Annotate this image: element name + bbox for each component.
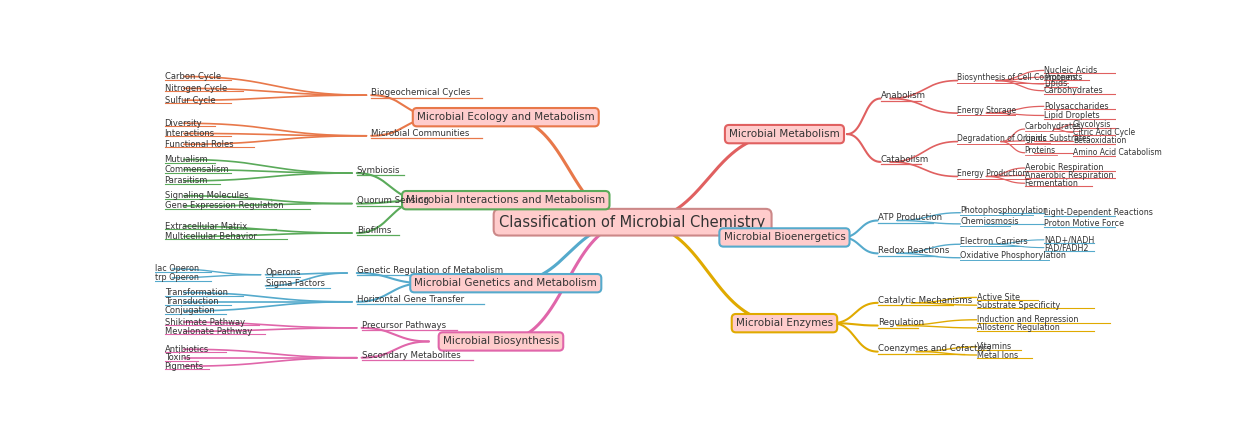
Text: Pigments: Pigments <box>165 362 203 370</box>
Text: Aerobic Respiration: Aerobic Respiration <box>1024 164 1104 172</box>
Text: Genetic Regulation of Metabolism: Genetic Regulation of Metabolism <box>357 266 503 275</box>
Text: Polysaccharides: Polysaccharides <box>1044 102 1109 111</box>
Text: Amino Acid Catabolism: Amino Acid Catabolism <box>1073 148 1162 157</box>
Text: Regulation: Regulation <box>878 318 924 327</box>
Text: Allosteric Regulation: Allosteric Regulation <box>977 323 1059 332</box>
Text: Functional Roles: Functional Roles <box>165 140 233 149</box>
Text: Toxins: Toxins <box>165 353 190 362</box>
Text: Biosynthesis of Cell Components: Biosynthesis of Cell Components <box>957 73 1083 82</box>
Text: Horizontal Gene Transfer: Horizontal Gene Transfer <box>357 295 464 304</box>
Text: Secondary Metabolites: Secondary Metabolites <box>362 351 460 359</box>
Text: Carbohydrates: Carbohydrates <box>1024 122 1081 131</box>
Text: Anabolism: Anabolism <box>880 92 925 100</box>
Text: ATP Production: ATP Production <box>878 213 942 222</box>
Text: Parasitism: Parasitism <box>165 176 208 185</box>
Text: Diversity: Diversity <box>165 119 202 128</box>
Text: Extracellular Matrix: Extracellular Matrix <box>165 222 247 231</box>
Text: Microbial Enzymes: Microbial Enzymes <box>735 318 833 328</box>
Text: trp Operon: trp Operon <box>155 273 198 282</box>
Text: Oxidative Phosphorylation: Oxidative Phosphorylation <box>960 251 1066 260</box>
Text: Metal Ions: Metal Ions <box>977 351 1018 359</box>
Text: Proton Motive Force: Proton Motive Force <box>1044 220 1123 228</box>
Text: Shikimate Pathway: Shikimate Pathway <box>165 318 244 326</box>
Text: Chemiosmosis: Chemiosmosis <box>960 217 1019 226</box>
Text: Degradation of Organic Substrates: Degradation of Organic Substrates <box>957 134 1091 143</box>
Text: Interactions: Interactions <box>165 129 215 138</box>
Text: Energy Storage: Energy Storage <box>957 106 1017 115</box>
Text: Microbial Genetics and Metabolism: Microbial Genetics and Metabolism <box>414 278 598 288</box>
Text: Photophosphorylation: Photophosphorylation <box>960 206 1048 215</box>
Text: Nucleic Acids: Nucleic Acids <box>1044 66 1097 75</box>
Text: Light-Dependent Reactions: Light-Dependent Reactions <box>1044 208 1153 217</box>
Text: Biofilms: Biofilms <box>357 226 391 235</box>
Text: FAD/FADH2: FAD/FADH2 <box>1044 243 1089 252</box>
Text: Lipids: Lipids <box>1024 134 1048 143</box>
Text: Precursor Pathways: Precursor Pathways <box>362 321 445 330</box>
Text: Mevalonate Pathway: Mevalonate Pathway <box>165 327 252 336</box>
Text: Microbial Interactions and Metabolism: Microbial Interactions and Metabolism <box>407 195 605 205</box>
Text: Microbial Communities: Microbial Communities <box>371 128 470 138</box>
Text: Carbon Cycle: Carbon Cycle <box>165 72 221 81</box>
Text: Signaling Molecules: Signaling Molecules <box>165 191 248 200</box>
Text: Proteins: Proteins <box>1024 146 1055 155</box>
Text: Catalytic Mechanisms: Catalytic Mechanisms <box>878 296 972 304</box>
Text: Electron Carriers: Electron Carriers <box>960 237 1028 246</box>
Text: lac Operon: lac Operon <box>155 264 198 273</box>
Text: Microbial Ecology and Metabolism: Microbial Ecology and Metabolism <box>417 112 594 122</box>
Text: Anaerobic Respiration: Anaerobic Respiration <box>1024 171 1114 180</box>
Text: Microbial Metabolism: Microbial Metabolism <box>729 129 839 139</box>
Text: Classification of Microbial Chemistry: Classification of Microbial Chemistry <box>500 215 766 230</box>
Text: Carbohydrates: Carbohydrates <box>1044 86 1104 95</box>
Text: Nitrogen Cycle: Nitrogen Cycle <box>165 84 227 93</box>
Text: Multicellular Behavior: Multicellular Behavior <box>165 232 257 241</box>
Text: Redox Reactions: Redox Reactions <box>878 246 949 255</box>
Text: Commensalism: Commensalism <box>165 165 229 174</box>
Text: Sulfur Cycle: Sulfur Cycle <box>165 96 216 105</box>
Text: Symbiosis: Symbiosis <box>357 166 401 175</box>
Text: Transduction: Transduction <box>165 297 218 306</box>
Text: Vitamins: Vitamins <box>977 342 1012 352</box>
Text: Betaoxidation: Betaoxidation <box>1073 136 1126 145</box>
Text: Conjugation: Conjugation <box>165 307 216 315</box>
Text: Proteins: Proteins <box>1044 73 1076 82</box>
Text: NAD+/NADH: NAD+/NADH <box>1044 235 1094 244</box>
Text: Gene Expression Regulation: Gene Expression Regulation <box>165 202 283 210</box>
Text: Quorum Sensing: Quorum Sensing <box>357 196 429 205</box>
Text: Citric Acid Cycle: Citric Acid Cycle <box>1073 128 1135 137</box>
Text: Operons: Operons <box>265 268 301 277</box>
Text: Coenzymes and Cofactors: Coenzymes and Cofactors <box>878 345 991 353</box>
Text: Catabolism: Catabolism <box>880 155 929 164</box>
Text: Mutualism: Mutualism <box>165 155 208 164</box>
Text: Transformation: Transformation <box>165 288 228 297</box>
Text: Biogeochemical Cycles: Biogeochemical Cycles <box>371 88 471 97</box>
Text: Fermentation: Fermentation <box>1024 179 1079 188</box>
Text: Microbial Bioenergetics: Microbial Bioenergetics <box>723 232 846 242</box>
Text: Antibiotics: Antibiotics <box>165 345 208 354</box>
Text: Glycolysis: Glycolysis <box>1073 120 1111 129</box>
Text: Lipids: Lipids <box>1044 80 1068 88</box>
Text: Active Site: Active Site <box>977 293 1019 302</box>
Text: Energy Production: Energy Production <box>957 169 1028 178</box>
Text: Sigma Factors: Sigma Factors <box>265 279 325 288</box>
Text: Substrate Specificity: Substrate Specificity <box>977 301 1060 310</box>
Text: Induction and Repression: Induction and Repression <box>977 315 1078 324</box>
Text: Lipid Droplets: Lipid Droplets <box>1044 111 1100 120</box>
Text: Microbial Biosynthesis: Microbial Biosynthesis <box>443 337 559 346</box>
